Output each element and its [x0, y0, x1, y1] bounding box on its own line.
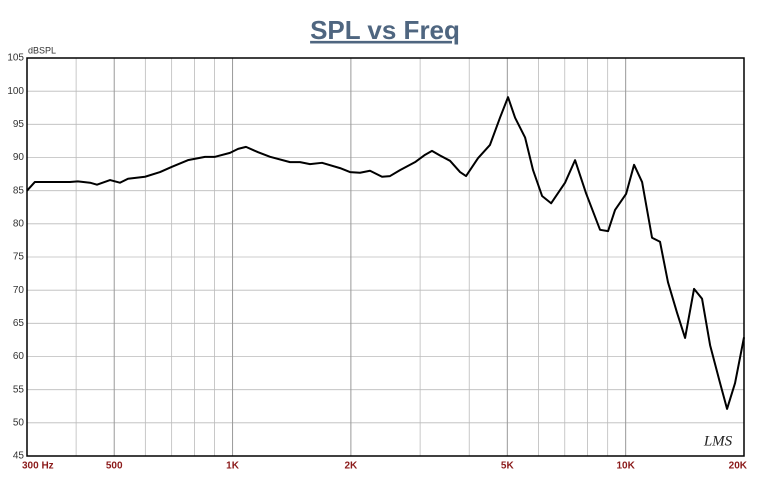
x-tick-label: 2K	[344, 461, 358, 472]
spl-line	[26, 96, 745, 410]
y-tick-label: 70	[13, 285, 25, 296]
y-tick-label: 60	[13, 351, 25, 362]
y-tick-label: 100	[7, 86, 24, 97]
y-axis-label: dBSPL	[28, 45, 56, 55]
y-tick-label: 95	[13, 119, 25, 130]
y-tick-label: 55	[13, 384, 25, 395]
y-tick-label: 80	[13, 218, 25, 229]
plot-frame	[26, 57, 745, 457]
x-tick-label: 500	[106, 461, 123, 472]
y-tick-label: 90	[13, 152, 25, 163]
x-tick-label: 5K	[501, 461, 515, 472]
x-tick-label: 1K	[226, 461, 240, 472]
chart-title: SPL vs Freq	[310, 15, 460, 45]
y-tick-label: 50	[13, 417, 25, 428]
y-tick-label: 75	[13, 252, 25, 263]
y-tick-label: 105	[7, 53, 24, 64]
y-tick-label: 85	[13, 185, 25, 196]
x-tick-label: 20K	[729, 461, 748, 472]
watermark: LMS	[703, 433, 733, 449]
grid	[26, 57, 745, 457]
y-tick-label: 65	[13, 318, 25, 329]
y-tick-label: 45	[13, 451, 25, 462]
x-tick-label: 10K	[616, 461, 635, 472]
x-tick-label: 300 Hz	[22, 461, 54, 472]
